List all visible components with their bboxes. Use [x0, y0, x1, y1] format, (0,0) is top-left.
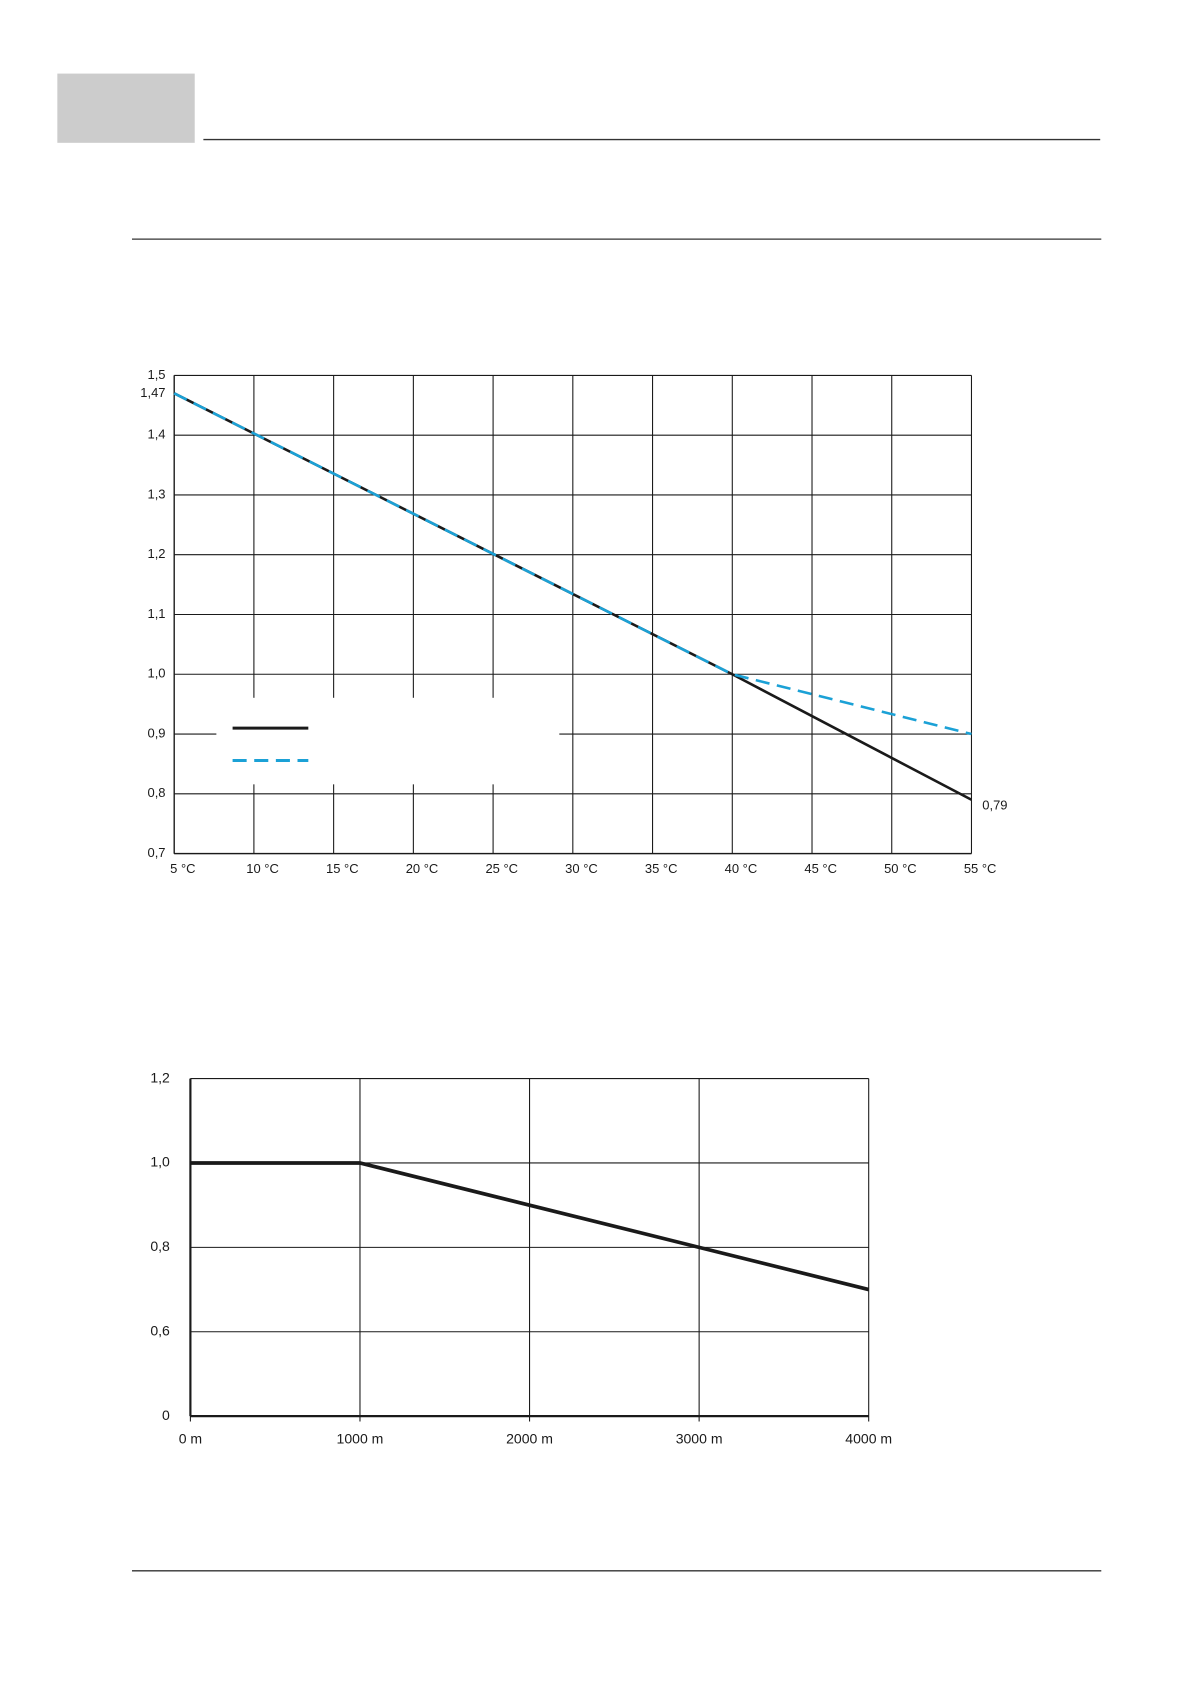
y-tick-label: 1,1	[147, 606, 165, 621]
y-tick-label: 1,0	[147, 666, 165, 681]
x-tick-label: 10 °C	[246, 861, 279, 876]
header-tab	[57, 73, 195, 143]
y-tick-label: 0,8	[150, 1238, 170, 1254]
x-tick-label: 50 °C	[884, 861, 917, 876]
y-tick-label: 1,0	[150, 1154, 170, 1170]
y-tick-label: 1,4	[147, 427, 165, 442]
x-tick-label: 55 °C	[964, 861, 997, 876]
x-tick-label: 40 °C	[725, 861, 758, 876]
x-tick-label: 20 °C	[406, 861, 439, 876]
x-tick-label: 30 °C	[565, 861, 598, 876]
y-tick-label: 0,9	[147, 725, 165, 740]
annotation: 0,79	[982, 798, 1007, 813]
x-tick-label: 35 °C	[645, 861, 678, 876]
series-line	[173, 392, 972, 736]
y-tick-label: 1,3	[147, 486, 165, 501]
x-tick-label: 25 °C	[485, 861, 518, 876]
x-tick-label: 0 m	[179, 1431, 202, 1447]
x-tick-label: 3000 m	[676, 1431, 723, 1447]
y-tick-label: 1,5	[147, 367, 165, 382]
x-tick-label: 2000 m	[506, 1431, 553, 1447]
legend-box	[216, 697, 560, 785]
x-tick-label: 5 °C	[170, 861, 195, 876]
x-tick-label: 45 °C	[804, 861, 837, 876]
x-tick-label: 1000 m	[337, 1431, 384, 1447]
y-tick-label: 0,8	[147, 785, 165, 800]
y-tick-label: 0	[162, 1407, 170, 1423]
series-line	[190, 1161, 870, 1292]
annotation: 1,47	[140, 385, 165, 400]
y-tick-label: 0,7	[147, 845, 165, 860]
y-tick-label: 0,6	[150, 1322, 170, 1338]
x-tick-label: 15 °C	[326, 861, 359, 876]
y-tick-label: 1,2	[147, 546, 165, 561]
y-tick-label: 1,2	[150, 1069, 170, 1085]
x-tick-label: 4000 m	[845, 1431, 892, 1447]
